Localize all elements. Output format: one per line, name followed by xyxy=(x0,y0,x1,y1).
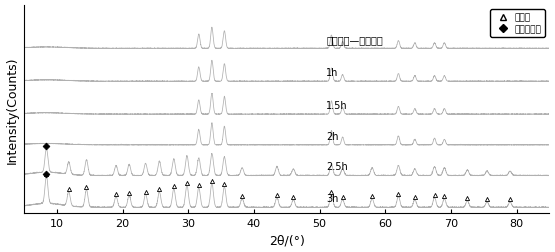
Text: 实验试剂—偏硅酸锌: 实验试剂—偏硅酸锌 xyxy=(326,35,383,45)
Y-axis label: Intensity(Counts): Intensity(Counts) xyxy=(6,56,18,163)
X-axis label: 2θ/(°): 2θ/(°) xyxy=(269,234,305,246)
Legend: 异极矿, 无酸锌皋石: 异极矿, 无酸锌皋石 xyxy=(490,10,545,38)
Text: 2h: 2h xyxy=(326,131,339,141)
Text: 2.5h: 2.5h xyxy=(326,162,348,172)
Text: 1.5h: 1.5h xyxy=(326,101,348,110)
Text: 1h: 1h xyxy=(326,68,339,78)
Text: 3h: 3h xyxy=(326,193,339,203)
